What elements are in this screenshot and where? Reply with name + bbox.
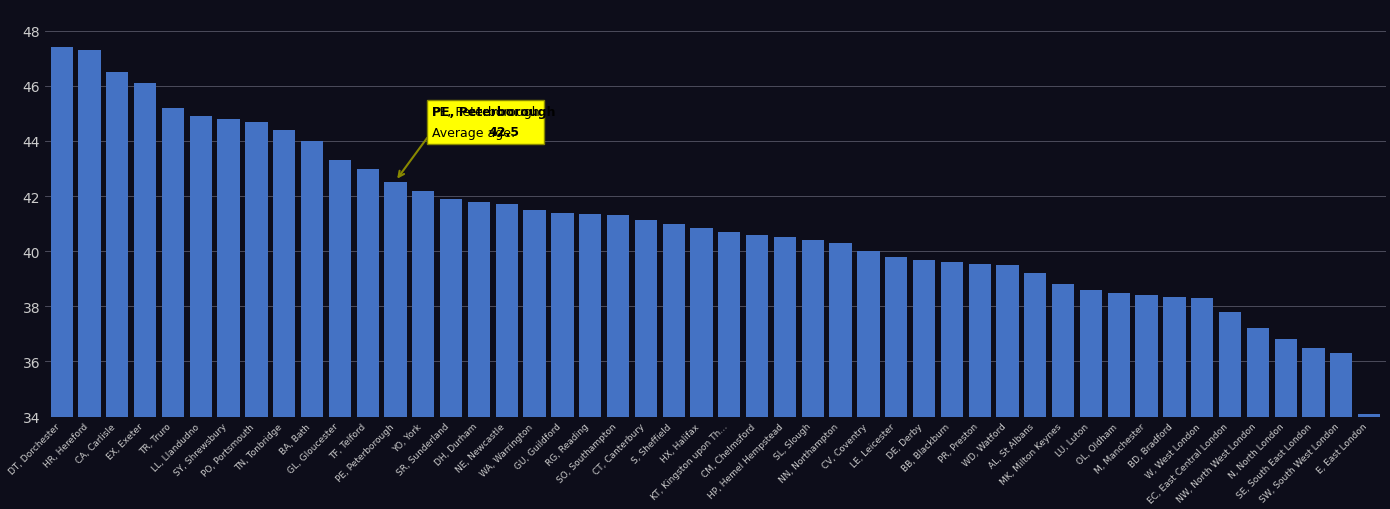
- Bar: [969, 264, 991, 509]
- Bar: [441, 200, 463, 509]
- Bar: [1219, 312, 1241, 509]
- Bar: [997, 266, 1019, 509]
- Bar: [106, 73, 128, 509]
- Bar: [1302, 348, 1325, 509]
- Bar: [885, 257, 908, 509]
- Bar: [635, 220, 657, 509]
- Bar: [468, 202, 491, 509]
- Bar: [858, 252, 880, 509]
- Bar: [385, 183, 407, 509]
- Bar: [1024, 274, 1047, 509]
- Bar: [161, 109, 183, 509]
- Bar: [1247, 329, 1269, 509]
- Bar: [913, 260, 935, 509]
- Bar: [133, 84, 156, 509]
- Bar: [245, 123, 267, 509]
- Bar: [1275, 340, 1297, 509]
- Bar: [1358, 414, 1380, 509]
- Bar: [50, 48, 72, 509]
- Bar: [217, 120, 239, 509]
- Bar: [580, 215, 602, 509]
- Bar: [189, 117, 211, 509]
- Text: 42.5: 42.5: [489, 126, 520, 139]
- Bar: [272, 131, 296, 509]
- Bar: [1052, 285, 1074, 509]
- Bar: [552, 213, 574, 509]
- Bar: [719, 233, 741, 509]
- Bar: [1163, 297, 1186, 509]
- Text: PE, Peterborough: PE, Peterborough: [432, 106, 555, 119]
- Bar: [78, 51, 100, 509]
- Bar: [941, 263, 963, 509]
- Bar: [413, 191, 435, 509]
- Bar: [802, 241, 824, 509]
- Bar: [1136, 296, 1158, 509]
- Bar: [691, 229, 713, 509]
- Text: PE, Peterborough
Average age:: PE, Peterborough Average age:: [432, 106, 539, 140]
- Bar: [774, 238, 796, 509]
- Bar: [746, 235, 769, 509]
- Bar: [830, 243, 852, 509]
- Bar: [1108, 293, 1130, 509]
- Bar: [607, 216, 630, 509]
- Bar: [357, 169, 379, 509]
- Bar: [302, 142, 324, 509]
- Bar: [496, 205, 518, 509]
- Bar: [1080, 290, 1102, 509]
- Bar: [1330, 354, 1352, 509]
- Bar: [1191, 298, 1213, 509]
- Bar: [524, 211, 546, 509]
- Bar: [663, 224, 685, 509]
- Bar: [329, 161, 352, 509]
